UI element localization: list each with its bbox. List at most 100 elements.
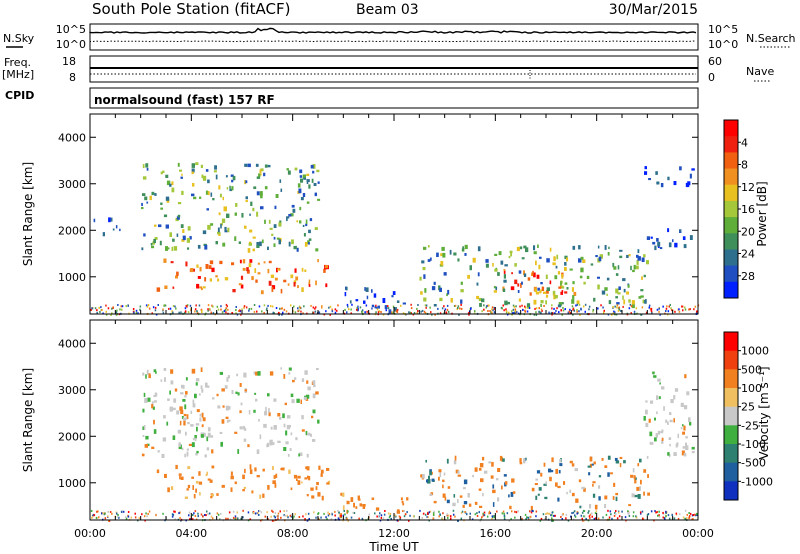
heatmap-cell (195, 378, 200, 382)
heatmap-cell (258, 510, 260, 512)
heatmap-cell (362, 504, 366, 509)
heatmap-cell (561, 286, 565, 289)
y-tick-label: 2000 (58, 224, 86, 237)
heatmap-cell (311, 178, 314, 183)
heatmap-cell (244, 180, 246, 185)
heatmap-cell (678, 310, 681, 313)
heatmap-cell (315, 391, 319, 395)
heatmap-cell (148, 374, 151, 379)
heatmap-cell (661, 429, 664, 433)
nsky-strip: N.Sky 10^5 10^0 10^5 10^0 N.Search (3, 23, 796, 51)
heatmap-cell (653, 375, 657, 378)
heatmap-cell (437, 307, 439, 310)
heatmap-cell (185, 391, 188, 395)
heatmap-cell (308, 229, 311, 234)
heatmap-cell (510, 286, 515, 291)
heatmap-cell (293, 515, 295, 518)
heatmap-cell (553, 514, 555, 517)
heatmap-cell (161, 453, 165, 458)
heatmap-cell (308, 517, 310, 520)
y-tick-label: 3000 (58, 178, 86, 191)
heatmap-cell (277, 512, 280, 515)
heatmap-cell (667, 514, 670, 517)
heatmap-cell (668, 305, 670, 308)
heatmap-cell (535, 307, 538, 310)
heatmap-cell (219, 518, 222, 521)
heatmap-cell (294, 513, 296, 516)
heatmap-cell (541, 309, 543, 312)
heatmap-cell (376, 308, 379, 311)
heatmap-cell (357, 495, 360, 500)
heatmap-cell (656, 395, 659, 400)
heatmap-cell (244, 468, 246, 474)
heatmap-cell (358, 498, 361, 501)
heatmap-cell (256, 211, 259, 217)
heatmap-cell (558, 286, 562, 289)
heatmap-cell (472, 257, 476, 263)
heatmap-cell (246, 269, 250, 274)
heatmap-cell (640, 295, 644, 298)
colorbar-tick-label: -25 (741, 419, 759, 432)
heatmap-cell (265, 308, 268, 311)
heatmap-cell (163, 258, 167, 263)
heatmap-cell (253, 186, 257, 189)
heatmap-cell (547, 512, 550, 515)
heatmap-cell (650, 510, 653, 513)
heatmap-cell (638, 296, 642, 299)
heatmap-cell (317, 419, 320, 424)
heatmap-cell (573, 510, 576, 513)
heatmap-cell (269, 227, 273, 230)
heatmap-cell (564, 291, 568, 294)
heatmap-cell (307, 512, 310, 515)
heatmap-cell (491, 518, 493, 521)
heatmap-cell (221, 484, 225, 488)
heatmap-cell (636, 486, 640, 491)
colorbar-swatch (724, 217, 738, 234)
colorbar-swatch (724, 369, 738, 389)
heatmap-cell (551, 514, 553, 517)
heatmap-cell (205, 264, 209, 269)
heatmap-cell (239, 426, 242, 430)
heatmap-cell (429, 469, 432, 473)
heatmap-cell (236, 313, 239, 316)
heatmap-cell (350, 312, 352, 315)
heatmap-cell (188, 443, 193, 446)
heatmap-cell (312, 311, 315, 314)
heatmap-cell (571, 299, 575, 304)
heatmap-cell (125, 305, 127, 308)
heatmap-cell (276, 237, 280, 240)
heatmap-cell (291, 399, 295, 404)
heatmap-cell (661, 386, 665, 390)
heatmap-cell (627, 510, 629, 513)
heatmap-cell (201, 388, 204, 393)
heatmap-cell (483, 304, 485, 307)
heatmap-cell (573, 291, 577, 296)
heatmap-cell (323, 512, 325, 515)
heatmap-cell (631, 303, 635, 309)
heatmap-cell (248, 309, 250, 312)
heatmap-cell (613, 266, 617, 270)
heatmap-cell (584, 515, 586, 518)
heatmap-cell (589, 513, 592, 516)
heatmap-cell (256, 176, 261, 179)
heatmap-cell (297, 480, 301, 485)
heatmap-cell (300, 399, 302, 404)
heatmap-cell (167, 398, 170, 401)
heatmap-cell (234, 518, 236, 521)
heatmap-cell (551, 457, 554, 463)
heatmap-cell (179, 475, 181, 480)
heatmap-cell (345, 286, 348, 291)
heatmap-cell (181, 239, 185, 242)
heatmap-cell (156, 469, 160, 474)
heatmap-cell (643, 491, 645, 496)
heatmap-cell (413, 312, 416, 314)
heatmap-cell (182, 229, 185, 233)
heatmap-cell (460, 299, 463, 304)
cpid-label: CPID (5, 89, 34, 102)
heatmap-cell (648, 178, 651, 181)
heatmap-cell (269, 443, 273, 446)
heatmap-cell (646, 236, 650, 240)
heatmap-cell (536, 470, 541, 474)
heatmap-cell (317, 513, 319, 516)
